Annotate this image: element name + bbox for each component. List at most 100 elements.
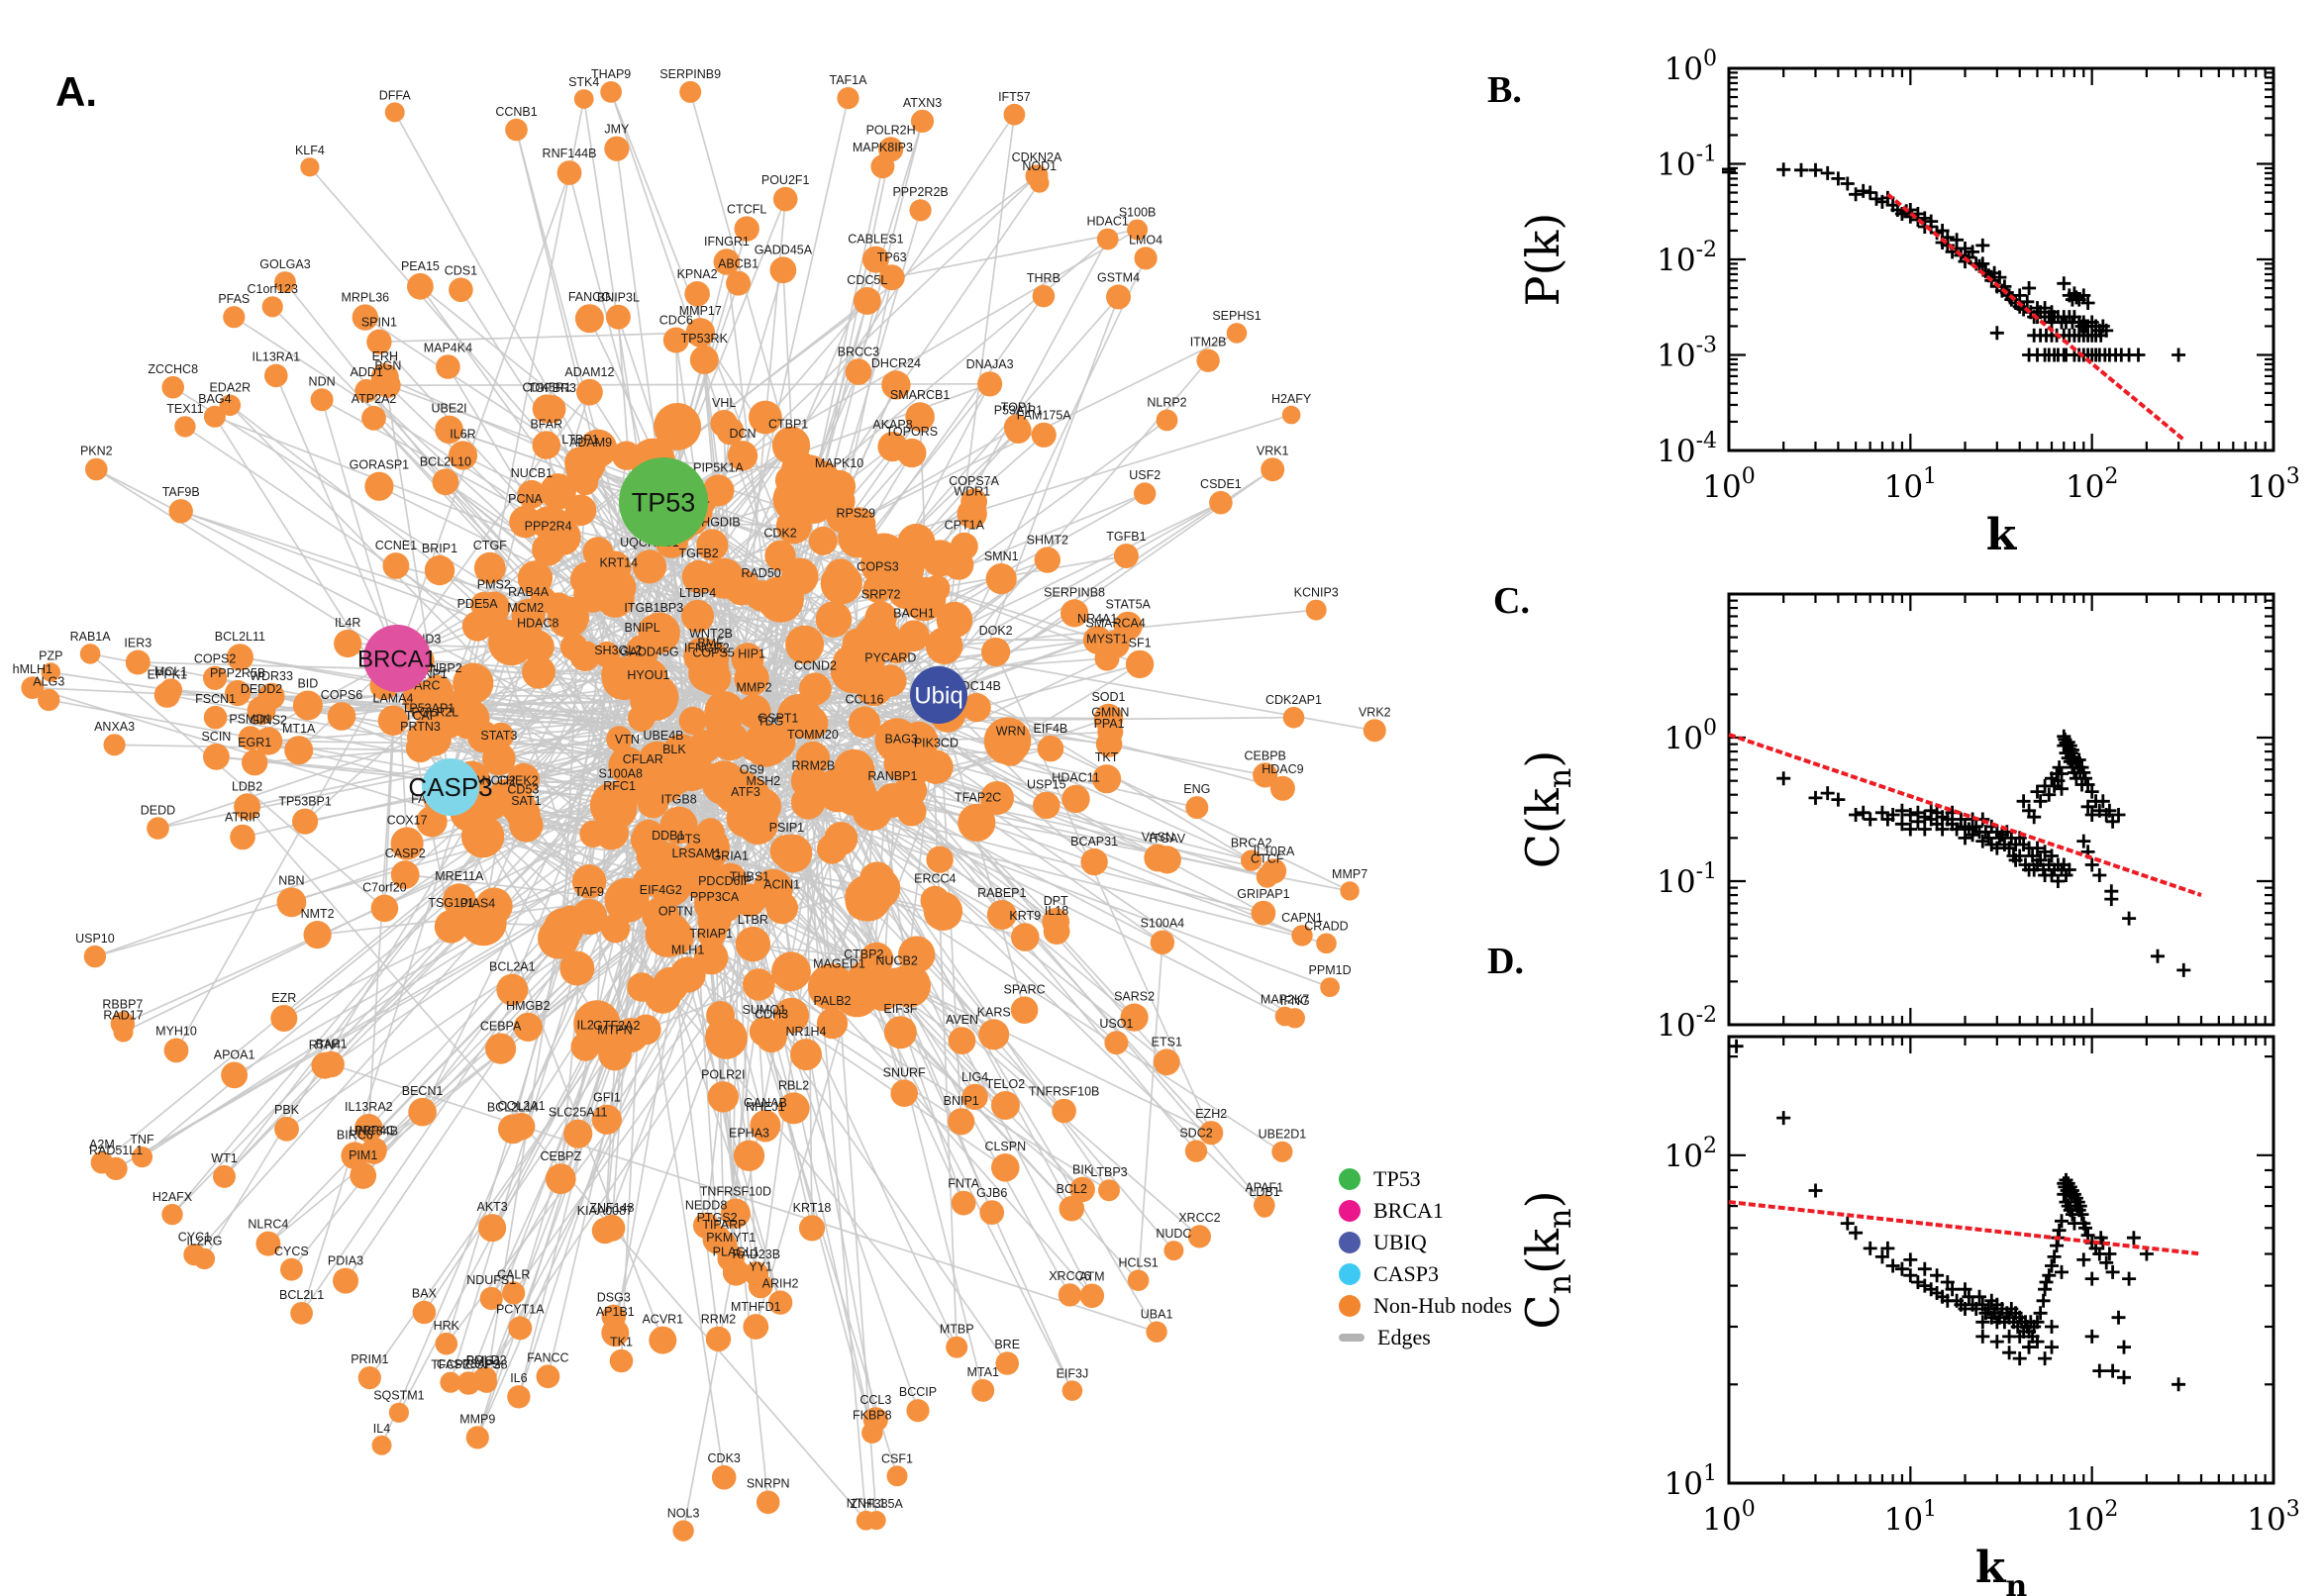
network-node [412, 1300, 437, 1325]
network-node-label: IL6R [450, 427, 475, 441]
network-node [507, 1113, 536, 1141]
network-node [110, 1011, 136, 1037]
network-node-label: ATP2A2 [352, 392, 397, 406]
network-node [1120, 1003, 1149, 1032]
network-node-label: IFNGR2 [684, 642, 730, 655]
data-point [2038, 1351, 2053, 1366]
network-edge [582, 98, 687, 772]
network-node-label: RRM2 [701, 1313, 736, 1327]
network-node [270, 1005, 298, 1032]
data-point [1966, 245, 1980, 259]
network-node [1093, 703, 1124, 734]
network-node [1153, 846, 1181, 874]
network-node [1281, 405, 1301, 425]
data-point [1729, 1039, 1744, 1053]
network-node [573, 89, 594, 109]
data-point [2047, 1249, 2062, 1264]
network-filler-node [815, 601, 853, 638]
network-node-labels: TP53RKKIAA0087THAP9CDC14BDSG3NTHL1SNURFC… [13, 67, 1391, 1521]
data-point [2131, 348, 2146, 362]
data-point [2030, 1335, 2045, 1349]
data-point [2076, 288, 2091, 303]
network-node [1033, 791, 1060, 820]
network-node [354, 1114, 383, 1143]
network-filler-node [897, 523, 936, 562]
network-edge [95, 468, 398, 659]
legend-item-nonhub: Non-Hub nodes [1339, 1293, 1512, 1318]
network-filler-node [833, 748, 875, 791]
network-node [985, 563, 1017, 595]
network-edge [677, 761, 1283, 1153]
network-node [981, 637, 1011, 667]
network-node [1305, 599, 1327, 621]
network-node-label: EGR1 [238, 736, 271, 749]
data-point [2078, 771, 2092, 786]
network-node [505, 118, 528, 142]
network-node [951, 1190, 976, 1216]
network-node-label: IL18 [1045, 904, 1068, 918]
network-edge [233, 316, 755, 655]
network-node-label: CPT1A [945, 519, 985, 533]
network-node [161, 375, 184, 399]
network-node [508, 1316, 533, 1341]
network-node-label: SARS2 [1114, 990, 1155, 1004]
network-node-label: BRIP1 [422, 542, 457, 555]
network-node [948, 1108, 975, 1136]
network-node [203, 405, 226, 428]
network-filler-node [926, 846, 954, 873]
network-node-label: PIM1 [349, 1148, 377, 1162]
network-node [986, 900, 1017, 930]
network-node [511, 598, 546, 634]
network-node-label: RTN4 [309, 1039, 341, 1052]
network-node [750, 1110, 781, 1142]
network-node [642, 897, 680, 935]
network-node-label: IFT57 [998, 90, 1031, 104]
network-node-label: AVEN [946, 1013, 978, 1027]
data-point [2176, 962, 2191, 977]
data-point [2078, 1221, 2092, 1236]
network-node [1261, 858, 1287, 884]
network-node-label: YY1 [749, 1260, 772, 1274]
network-node-label: RAD23B [732, 1247, 780, 1261]
network-node-label: PRTN3 [400, 720, 441, 734]
network-node-label: VRK2 [1359, 705, 1391, 719]
network-node-label: FNTA [948, 1177, 979, 1191]
data-point [1975, 834, 1990, 848]
network-node-label: NMT2 [301, 907, 335, 921]
network-edge [482, 835, 656, 856]
network-filler-node [655, 406, 692, 443]
network-node [707, 1081, 739, 1113]
network-node [125, 649, 151, 675]
network-node [769, 256, 797, 284]
data-point [2093, 328, 2108, 343]
network-edge [384, 376, 664, 503]
data-point [2016, 794, 2031, 809]
network-node [264, 363, 288, 388]
network-node [684, 281, 710, 307]
network-node [1156, 409, 1178, 432]
network-node-label: ACVR1 [642, 1313, 683, 1327]
data-point [1917, 1261, 1932, 1276]
network-node-label: TGFB1 [1106, 530, 1146, 544]
network-node-label: COPS7A [949, 474, 999, 488]
fit-line [1728, 733, 2202, 897]
network-node-label: MAP2K7 [1261, 993, 1309, 1007]
axis-tick-label: 100 [1665, 47, 1717, 87]
network-node [996, 738, 1025, 766]
network-node-label: FKBP8 [853, 1409, 892, 1423]
network-edge [1137, 942, 1163, 1281]
network-node [507, 1385, 531, 1409]
network-node-label: ITM2B [1190, 336, 1227, 349]
network-node [1269, 775, 1295, 801]
charts-panels: 100 101 102 10310010-110-210-310-4P(k)k1001… [1516, 47, 2300, 1596]
network-node-label: IL10RA [1254, 845, 1295, 858]
network-node-label: ABCB1 [718, 257, 758, 271]
network-node-label: MTHFD1 [731, 1300, 781, 1314]
network-node-label: A2M [89, 1138, 115, 1151]
network-node-label: NDN [309, 374, 336, 388]
axis-tick-label: 10-3 [1657, 334, 1717, 374]
network-filler-node [817, 834, 848, 864]
network-node [839, 520, 872, 553]
network-node-label: MMP9 [459, 1412, 495, 1426]
data-point [1820, 165, 1835, 180]
